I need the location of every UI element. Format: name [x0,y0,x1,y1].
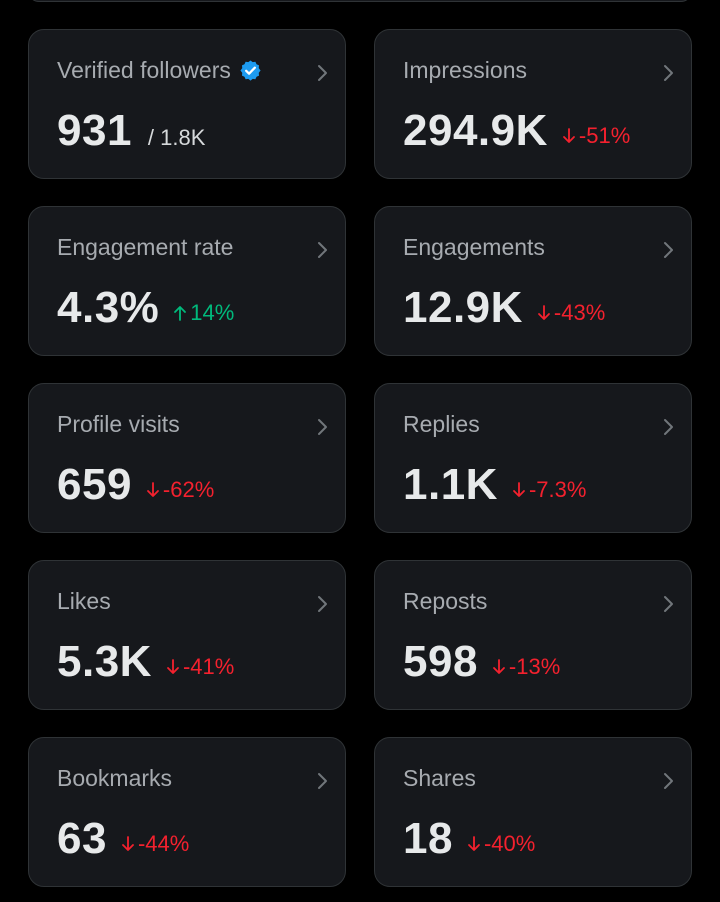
metric-change-value: -40% [483,831,536,856]
metric-change-value: -43% [553,300,606,325]
metric-value: 18 [403,814,453,863]
metric-label: Engagement rate [57,234,234,260]
metric-label: Reposts [403,588,488,614]
chevron-right-icon [664,419,673,435]
metric-title-row: Shares [403,765,476,792]
metric-total: / 1.8K [147,125,206,150]
metric-label: Shares [403,765,476,791]
metric-value-row: 63 -44% [57,814,189,864]
metric-value: 5.3K [57,637,152,686]
chevron-right-icon [318,773,327,789]
metric-card-replies[interactable]: Replies 1.1K -7.3% [374,383,692,533]
metric-label: Bookmarks [57,765,173,791]
metric-label: Replies [403,411,480,437]
metric-value-row: 1.1K -7.3% [403,460,586,510]
arrow-down-icon [147,482,159,497]
metric-title-row: Engagements [403,234,545,261]
metric-value: 931 [57,106,132,155]
metric-value: 12.9K [403,283,523,332]
verified-badge-icon [240,60,261,81]
metric-card-likes[interactable]: Likes 5.3K -41% [28,560,346,710]
metric-title-row: Profile visits [57,411,180,438]
chevron-right-icon [664,773,673,789]
metric-card-verified-followers[interactable]: Verified followers 931 / 1.8K [28,29,346,179]
metric-value-row: 12.9K -43% [403,283,605,333]
metric-title-row: Reposts [403,588,487,615]
metric-change: -40% [467,831,535,857]
arrow-down-icon [468,836,480,851]
metric-card-profile-visits[interactable]: Profile visits 659 -62% [28,383,346,533]
metric-change: 14% [173,300,234,326]
arrow-down-icon [167,659,179,674]
arrow-down-icon [493,659,505,674]
metric-card-engagements[interactable]: Engagements 12.9K -43% [374,206,692,356]
arrow-up-icon [174,306,187,321]
arrow-down-icon [538,305,550,320]
metric-title-row: Bookmarks [57,765,172,792]
metric-value-row: 4.3% 14% [57,283,234,333]
metric-value: 1.1K [403,460,498,509]
metric-value-row: 294.9K -51% [403,106,630,156]
metric-change: -62% [146,477,214,503]
metric-change: -41% [166,654,234,680]
chevron-right-icon [664,65,673,81]
metric-label: Profile visits [57,411,180,437]
metric-change: -7.3% [512,477,586,503]
metric-label: Verified followers [57,57,231,83]
chevron-right-icon [664,596,673,612]
metric-value: 659 [57,460,132,509]
previous-card-edge [28,0,692,2]
metric-change-value: -51% [578,123,631,148]
metric-title-row: Engagement rate [57,234,233,261]
metric-title-row: Verified followers [57,57,262,84]
metric-card-impressions[interactable]: Impressions 294.9K -51% [374,29,692,179]
metric-label: Likes [57,588,111,614]
metric-value-row: 5.3K -41% [57,637,234,687]
chevron-right-icon [318,596,327,612]
metric-label: Engagements [403,234,545,260]
metric-card-engagement-rate[interactable]: Engagement rate 4.3% 14% [28,206,346,356]
metrics-grid: Verified followers 931 / 1.8K Impression… [28,29,692,887]
metric-value-row: 18 -40% [403,814,535,864]
metric-change-value: -44% [137,831,190,856]
metric-value: 294.9K [403,106,548,155]
arrow-down-icon [513,482,525,497]
metric-value: 4.3% [57,283,160,332]
chevron-right-icon [664,242,673,258]
metric-value-row: 598 -13% [403,637,560,687]
chevron-right-icon [318,65,327,81]
chevron-right-icon [318,242,327,258]
metric-change: -43% [537,300,605,326]
metric-value-row: 931 / 1.8K [57,106,205,156]
metric-change-value: -41% [182,654,235,679]
metric-change-value: -7.3% [528,477,587,502]
metric-value: 598 [403,637,478,686]
metric-value-row: 659 -62% [57,460,214,510]
arrow-down-icon [122,836,134,851]
metric-change-value: 14% [190,300,235,325]
metric-title-row: Impressions [403,57,527,84]
metric-title-row: Replies [403,411,480,438]
metric-card-bookmarks[interactable]: Bookmarks 63 -44% [28,737,346,887]
metric-card-shares[interactable]: Shares 18 -40% [374,737,692,887]
metric-change: -51% [562,123,630,149]
metric-change: -44% [121,831,189,857]
chevron-right-icon [318,419,327,435]
arrow-down-icon [562,128,575,143]
metric-card-reposts[interactable]: Reposts 598 -13% [374,560,692,710]
metric-value: 63 [57,814,107,863]
metric-title-row: Likes [57,588,111,615]
metric-change-value: -62% [162,477,215,502]
metric-change-value: -13% [508,654,561,679]
metric-change: -13% [492,654,560,680]
metric-label: Impressions [403,57,527,83]
